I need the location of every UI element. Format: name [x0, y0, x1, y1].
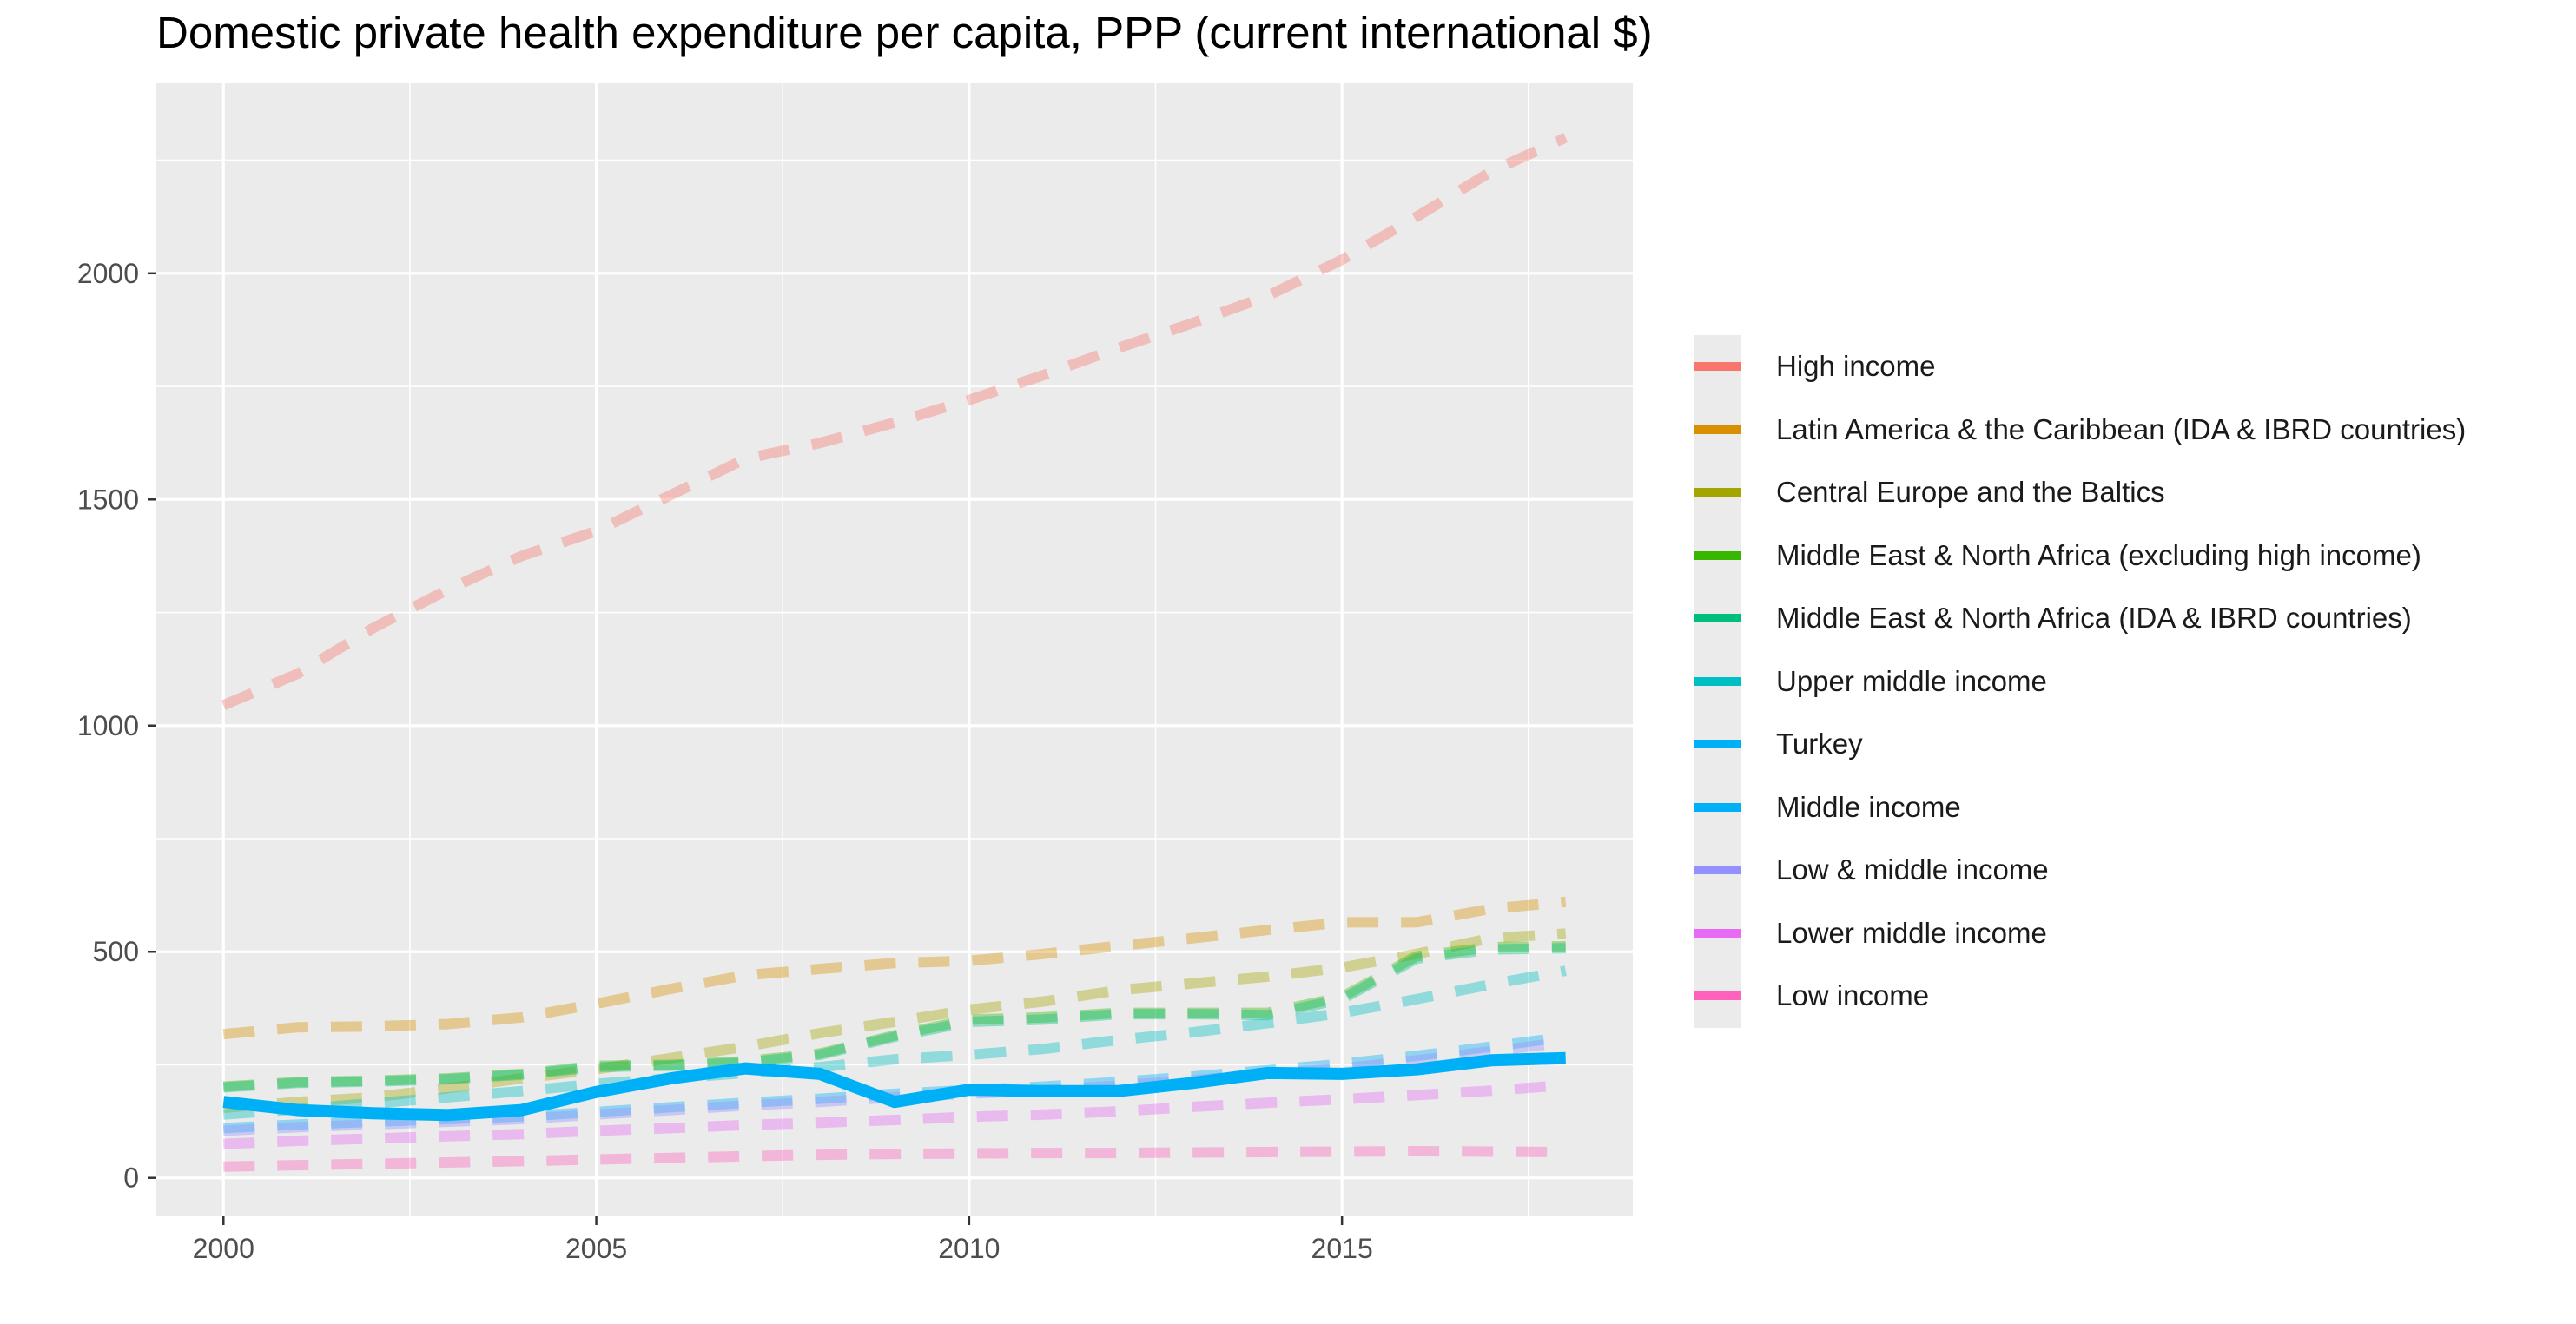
grid-major — [156, 83, 1633, 1216]
legend-swatch — [1694, 802, 1741, 812]
y-tick-label: 2000 — [77, 258, 139, 289]
series-line-middle-east-north-africa-excluding-high-income — [222, 941, 1566, 1092]
legend-swatch — [1694, 550, 1741, 560]
legend-item: Upper middle income — [1694, 649, 2571, 713]
legend-key — [1694, 965, 1741, 1028]
y-tick-label: 0 — [123, 1163, 139, 1194]
axis-ticks — [148, 272, 1344, 1225]
legend-label: Central Europe and the Baltics — [1776, 476, 2165, 509]
legend-item: Lower middle income — [1694, 901, 2571, 965]
legend-label: Lower middle income — [1776, 916, 2047, 949]
legend-swatch — [1694, 740, 1741, 749]
legend-label: Upper middle income — [1776, 664, 2047, 697]
series-line-upper-middle-income — [222, 965, 1567, 1120]
x-tick-label: 2015 — [1311, 1233, 1373, 1264]
legend-label: Latin America & the Caribbean (IDA & IBR… — [1776, 412, 2467, 445]
legend-swatch — [1694, 362, 1741, 372]
series-line-lower-middle-income — [223, 1079, 1567, 1149]
legend-key — [1694, 649, 1741, 713]
legend-item: Latin America & the Caribbean (IDA & IBR… — [1694, 398, 2571, 461]
x-tick-label: 2005 — [565, 1233, 627, 1264]
legend-key — [1694, 398, 1741, 461]
legend-label: Middle East & North Africa (excluding hi… — [1776, 538, 2421, 571]
series-layer — [221, 133, 1569, 1172]
x-tick-label: 2010 — [938, 1233, 1000, 1264]
legend: High income Latin America & the Caribbean… — [1694, 335, 2571, 1028]
grid-minor — [156, 83, 1633, 1216]
axis-labels: 2000 2005 2010 2015 0 500 1000 1500 2000 — [77, 258, 1373, 1264]
series-line-latin-america-the-caribbean-ida-ibrd-countries — [222, 896, 1567, 1040]
legend-swatch — [1694, 488, 1741, 497]
legend-key — [1694, 335, 1741, 399]
legend-key — [1694, 461, 1741, 524]
legend-item: Middle East & North Africa (excluding hi… — [1694, 524, 2571, 587]
legend-key — [1694, 839, 1741, 902]
legend-item: Turkey — [1694, 713, 2571, 776]
legend-swatch — [1694, 928, 1741, 938]
legend-label: Middle income — [1776, 790, 1961, 823]
legend-label: Low income — [1776, 979, 1930, 1012]
legend-key — [1694, 901, 1741, 965]
legend-swatch — [1694, 425, 1741, 434]
legend-label: Turkey — [1776, 728, 1863, 761]
y-tick-label: 1500 — [77, 484, 139, 515]
y-tick-label: 500 — [93, 936, 139, 967]
series-line-middle-east-north-africa-ida-ibrd-countries — [222, 943, 1566, 1093]
y-tick-label: 1000 — [77, 710, 139, 741]
series-line-turkey — [222, 1051, 1566, 1122]
legend-label: Low & middle income — [1776, 853, 2049, 886]
legend-swatch — [1694, 676, 1741, 686]
legend-item: Low income — [1694, 965, 2571, 1028]
series-line-central-europe-and-the-baltics — [222, 928, 1567, 1113]
series-line-high-income — [221, 133, 1569, 710]
legend-label: High income — [1776, 350, 1936, 383]
legend-key — [1694, 775, 1741, 839]
legend-item: Central Europe and the Baltics — [1694, 461, 2571, 524]
legend-key — [1694, 524, 1741, 587]
legend-item: Middle East & North Africa (IDA & IBRD c… — [1694, 587, 2571, 650]
legend-label: Middle East & North Africa (IDA & IBRD c… — [1776, 602, 2412, 635]
legend-item: Low & middle income — [1694, 839, 2571, 902]
legend-key — [1694, 713, 1741, 776]
legend-swatch — [1694, 614, 1741, 623]
series-line-low-income — [223, 1146, 1566, 1172]
legend-item: High income — [1694, 335, 2571, 399]
legend-item: Middle income — [1694, 775, 2571, 839]
legend-swatch — [1694, 866, 1741, 875]
plot-panel — [156, 83, 1633, 1216]
chart-title: Domestic private health expenditure per … — [156, 8, 1653, 57]
legend-swatch — [1694, 991, 1741, 1001]
x-tick-label: 2000 — [193, 1233, 254, 1264]
legend-key — [1694, 587, 1741, 650]
